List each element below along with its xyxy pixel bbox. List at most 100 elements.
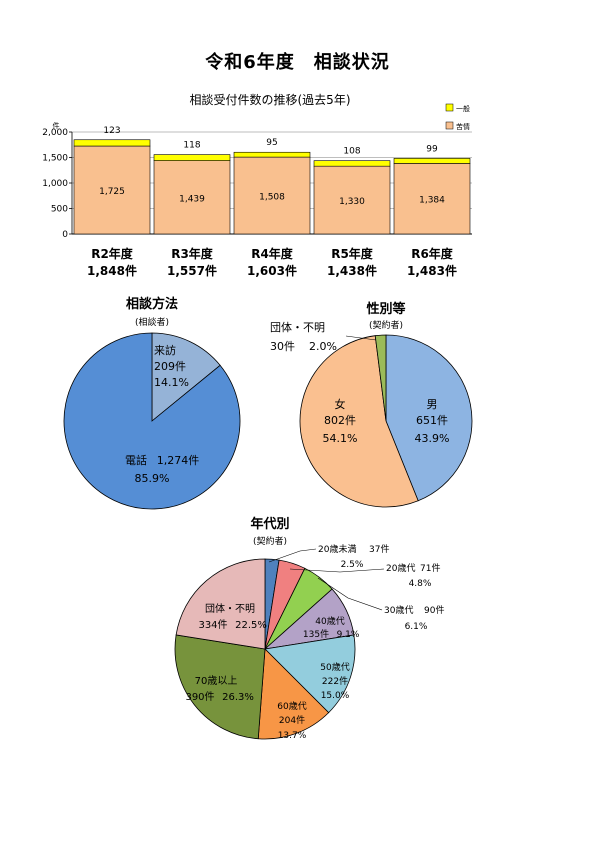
pie-slice-2: [63, 332, 241, 510]
legend-label: 一般: [456, 104, 470, 113]
legend-swatch: [445, 103, 454, 112]
bar-value-label: 108: [343, 147, 360, 157]
bar-general-5: [393, 158, 471, 164]
slice-percent: 13.7%: [278, 731, 307, 741]
category-label: R6年度: [411, 246, 454, 261]
bar-value-labels: 1,725 123 1,439 118 1,508 95 1,330 108 1,384 99: [99, 126, 445, 207]
slice-name: 40歳代: [315, 615, 344, 627]
slice-count: 37件: [369, 543, 389, 555]
y-tick-label: 1,000: [42, 179, 68, 189]
pie3-slices: [174, 558, 356, 740]
slice-count: 135件: [303, 628, 329, 640]
pie2-labels: 男 651件 43.9% 女 802件 54.1% 団体・不明 30件 2.0%: [270, 320, 449, 445]
category-label: R4年度: [251, 246, 294, 261]
bar-value-label: 99: [426, 144, 438, 154]
category-label: R2年度: [91, 246, 134, 261]
bar-general-3: [233, 151, 311, 158]
slice-name: 電話: [125, 453, 147, 467]
slice-name: 50歳代: [320, 661, 349, 673]
bar-value-label: 1,725: [99, 187, 125, 197]
pie-slice-2: [299, 335, 419, 508]
slice-name: 団体・不明: [270, 320, 325, 334]
pie2-subtitle: (契約者): [369, 319, 403, 331]
slice-name: 70歳以上: [195, 675, 238, 687]
pie-slice-1: [385, 334, 473, 502]
slice-name: 来訪: [154, 343, 176, 357]
slice-count: 334件: [198, 619, 227, 631]
slice-name: 30歳代: [384, 604, 413, 616]
slice-name: 団体・不明: [205, 603, 255, 615]
y-tick-label: 1,500: [42, 154, 68, 164]
bar-complaint-4: [313, 165, 391, 235]
pie-slice-3: [374, 334, 387, 422]
slice-count: 651件: [416, 414, 448, 427]
bar-complaint-2: [153, 160, 231, 235]
gender-pie: 性別等 (契約者) 男 651件 43.9% 女 802件 54.1% 団体・不明 30件 2.…: [270, 301, 473, 508]
y-tick-labels: 0 500 1,000 1,500 2,000: [42, 128, 68, 240]
slice-count: 802件: [324, 414, 356, 427]
category-total: 1,603件: [247, 263, 297, 278]
slice-percent: 26.3%: [222, 692, 254, 703]
pie-slice-5: [264, 634, 356, 714]
category-total: 1,848件: [87, 263, 137, 278]
slice-percent: 15.0%: [321, 691, 350, 701]
consultation-method-pie: 相談方法 (相談者) 来訪 209件 14.1% 電話 1,274件 85.9%: [63, 296, 241, 510]
slice-percent: 43.9%: [415, 432, 450, 445]
pie-slice-8: [175, 558, 266, 650]
pie-slice-7: [174, 634, 266, 740]
pie2-slices: [299, 334, 473, 508]
slice-percent: 4.8%: [409, 579, 432, 589]
slice-name: 60歳代: [277, 700, 306, 712]
slice-count: 222件: [322, 675, 348, 687]
bar-value-label: 1,439: [179, 194, 205, 204]
bar-value-label: 1,508: [259, 193, 285, 203]
slice-percent: 2.0%: [309, 340, 337, 353]
slice-percent: 54.1%: [323, 432, 358, 445]
slice-count: 390件: [185, 691, 214, 703]
category-labels: R2年度 1,848件 R3年度 1,557件 R4年度 1,603件 R5年度 1,438件…: [87, 246, 457, 278]
slice-percent: 85.9%: [135, 472, 170, 485]
slice-name: 20歳代: [386, 562, 415, 574]
slice-count: 71件: [420, 562, 440, 574]
bar-value-label: 118: [183, 141, 200, 151]
slice-percent: 6.1%: [405, 622, 428, 632]
slice-count: 209件: [154, 360, 186, 373]
pie1-slices: [63, 332, 241, 510]
bar-general-1: [73, 139, 151, 147]
pie1-labels: 来訪 209件 14.1% 電話 1,274件 85.9%: [125, 343, 199, 485]
slice-percent: 9.1%: [337, 630, 360, 640]
age-group-pie: 年代別 (契約者) 20歳未満 37件 2.5% 20歳代 71件 4.8% 30歳代 90件…: [174, 516, 444, 741]
pie3-subtitle: (契約者): [253, 535, 287, 547]
yearly-bar-chart: 相談受付件数の推移(過去5年) 件 0 500 1,000 1,500 2,000 1,…: [42, 92, 472, 278]
slice-name: 20歳未満: [318, 543, 356, 555]
pie2-title: 性別等: [366, 301, 405, 317]
slice-percent: 22.5%: [235, 620, 267, 631]
bar-complaint-5: [393, 163, 471, 235]
bars: [73, 139, 471, 235]
bar-value-label: 123: [103, 126, 120, 136]
slice-name: 男: [427, 398, 438, 411]
category-total: 1,557件: [167, 263, 217, 278]
slice-percent: 14.1%: [154, 376, 189, 389]
leader-line: [345, 335, 377, 341]
category-label: R3年度: [171, 246, 214, 261]
bar-value-label: 95: [266, 138, 277, 148]
leader-line: [317, 577, 383, 611]
y-tick-label: 0: [62, 230, 68, 240]
category-total: 1,438件: [327, 263, 377, 278]
bar-chart-title: 相談受付件数の推移(過去5年): [190, 92, 351, 107]
slice-count: 204件: [279, 714, 305, 726]
pie-slice-6: [257, 648, 330, 740]
pie3-title: 年代別: [250, 516, 289, 532]
y-tick-label: 500: [51, 205, 68, 215]
slice-name: 女: [335, 397, 346, 411]
bar-general-4: [313, 160, 391, 167]
legend-swatch: [445, 121, 454, 130]
legend-label: 苦情: [456, 122, 470, 131]
bar-complaint-1: [73, 145, 151, 235]
slice-count: 90件: [424, 604, 444, 616]
pie1-title: 相談方法: [126, 296, 178, 312]
